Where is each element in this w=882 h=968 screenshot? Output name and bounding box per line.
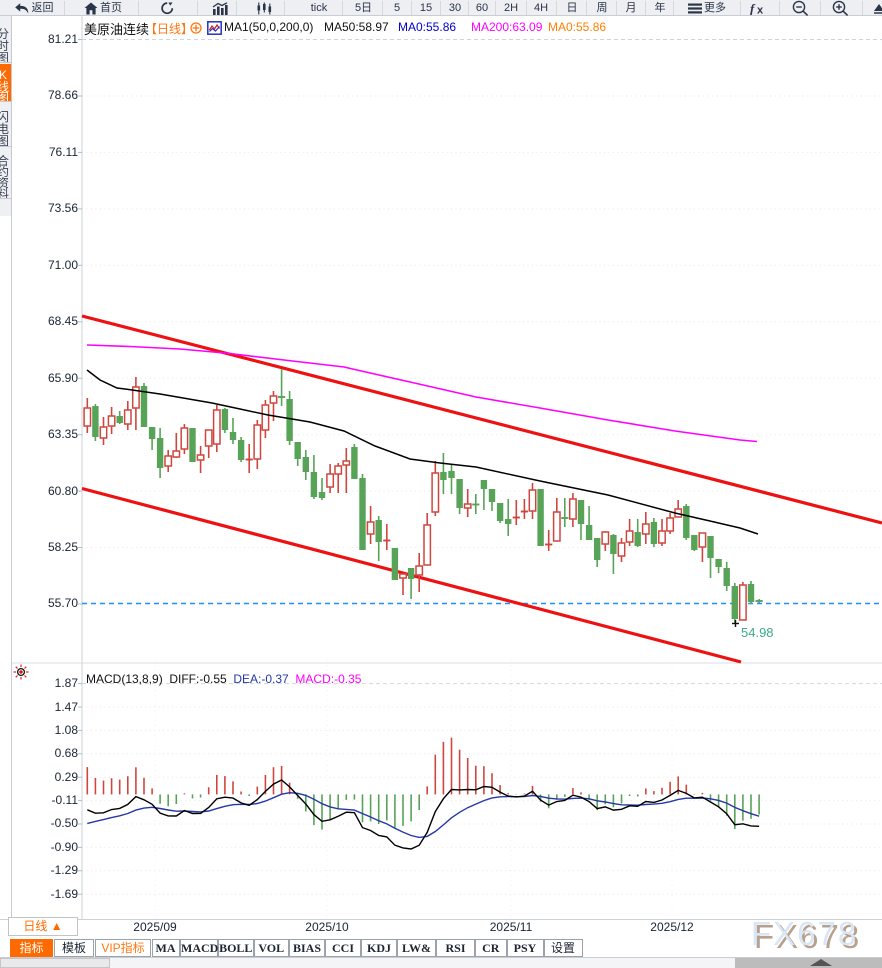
svg-text:f: f — [750, 2, 756, 15]
svg-text:x: x — [757, 4, 764, 15]
